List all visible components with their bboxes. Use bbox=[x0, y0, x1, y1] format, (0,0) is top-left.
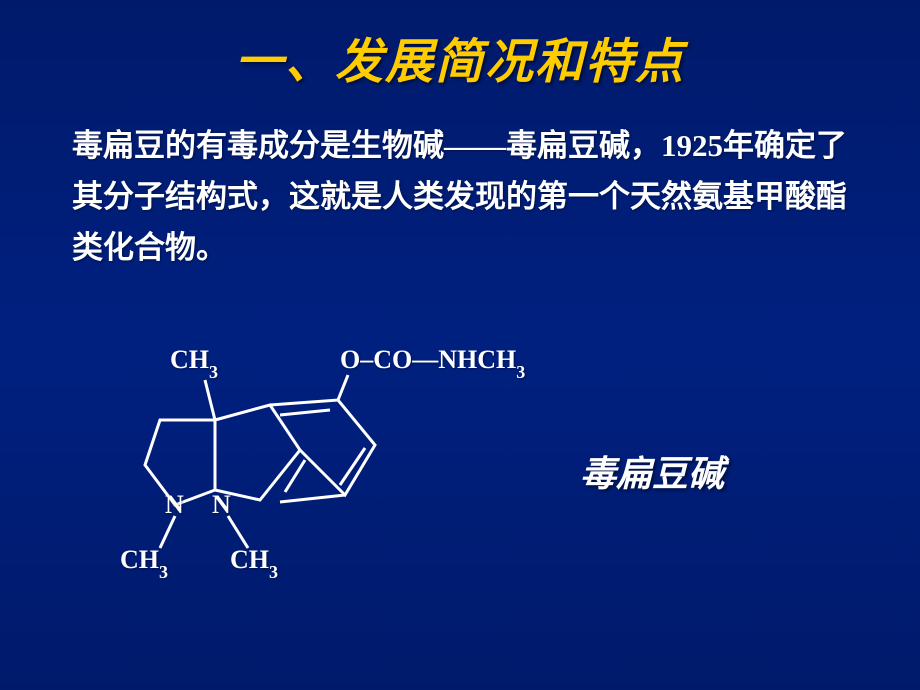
label-n-left: N bbox=[165, 490, 184, 520]
label-ch3-bl-text: CH bbox=[120, 545, 159, 574]
label-ch3-bottom-left: CH3 bbox=[120, 545, 168, 579]
label-ch3-br-text: CH bbox=[230, 545, 269, 574]
label-dash2: — bbox=[412, 345, 438, 374]
label-o: O bbox=[340, 345, 360, 374]
label-ch3-top-sub: 3 bbox=[209, 362, 218, 382]
chemical-structure: CH3 O–CO—NHCH3 N N CH3 CH3 bbox=[100, 330, 540, 590]
label-co: CO bbox=[373, 345, 412, 374]
label-ch3-top: CH3 bbox=[170, 345, 218, 379]
ring-benzene-bottom bbox=[280, 495, 345, 502]
bond-n-right-ch3 bbox=[228, 516, 248, 548]
label-ch3-top-text: CH bbox=[170, 345, 209, 374]
label-oconhch3: O–CO—NHCH3 bbox=[340, 345, 525, 379]
benzene-db1 bbox=[280, 410, 330, 415]
label-dash1: – bbox=[360, 345, 373, 374]
label-ch3-bottom-right: CH3 bbox=[230, 545, 278, 579]
label-nhch-sub: 3 bbox=[516, 362, 525, 382]
label-ch3-br-sub: 3 bbox=[269, 562, 278, 582]
compound-name: 毒扁豆碱 bbox=[580, 445, 724, 497]
label-n-right: N bbox=[212, 490, 231, 520]
slide-title-container: 一、发展简况和特点 bbox=[0, 0, 920, 110]
bond-ch3-top bbox=[205, 380, 215, 420]
slide-title: 一、发展简况和特点 bbox=[235, 36, 685, 89]
bond-n-left-ch3 bbox=[160, 516, 175, 548]
label-nhch: NHCH bbox=[438, 345, 516, 374]
label-ch3-bl-sub: 3 bbox=[159, 562, 168, 582]
body-paragraph: 毒扁豆的有毒成分是生物碱——毒扁豆碱，1925年确定了其分子结构式，这就是人类发… bbox=[0, 110, 920, 273]
